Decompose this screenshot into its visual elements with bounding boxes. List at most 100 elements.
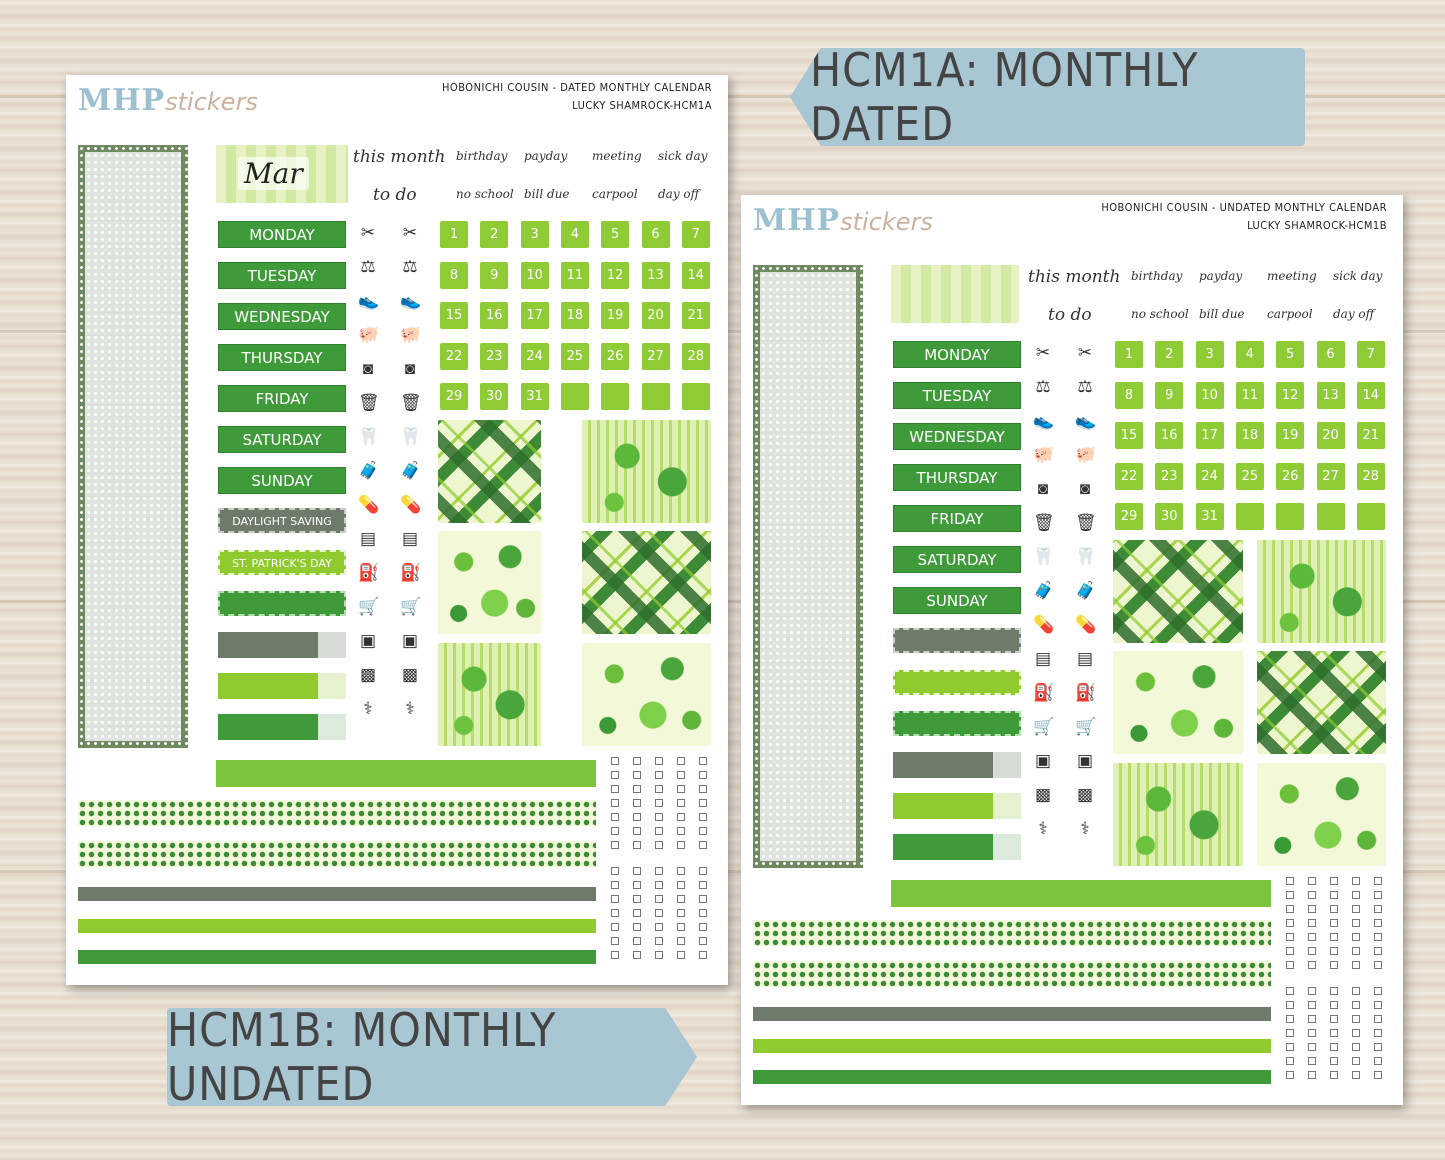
checkbox-sticker (1374, 1001, 1382, 1009)
wallet-icon: ▩ (1034, 785, 1052, 804)
sheet-header: HOBONICHI COUSIN - DATED MONTHLY CALENDA… (312, 79, 712, 115)
date-sticker: 6 (1316, 341, 1345, 368)
checkbox-sticker (677, 771, 685, 779)
document-icon: ▤ (401, 529, 419, 548)
date-sticker: 24 (1195, 462, 1224, 490)
checkbox-sticker (1286, 1015, 1294, 1023)
checkbox-sticker (655, 841, 663, 849)
date-sticker: 12 (601, 261, 630, 289)
checkbox-sticker (1352, 1001, 1360, 1009)
checkbox-sticker (1330, 1057, 1338, 1065)
checkbox-sticker (655, 785, 663, 793)
logo-script: stickers (840, 208, 933, 236)
tooth-icon: 🦷 (1033, 547, 1055, 566)
color-bar-grey (218, 632, 346, 658)
checkbox-sticker (655, 827, 663, 835)
checkbox-sticker (611, 923, 619, 931)
checkbox-sticker (1352, 947, 1360, 955)
date-sticker: 1 (440, 221, 468, 248)
checkbox-sticker (1330, 877, 1338, 885)
word-sticker-meeting: meeting (1267, 269, 1317, 283)
checkbox-sticker (655, 909, 663, 917)
checkbox-sticker (1286, 891, 1294, 899)
checkbox-sticker (699, 757, 707, 765)
shopping-cart-icon: 🛒 (1033, 717, 1055, 736)
date-sticker: 18 (1235, 422, 1264, 450)
washi-grey (78, 887, 596, 901)
checkbox-sticker (677, 785, 685, 793)
color-bar-green (218, 714, 346, 740)
vertical-sidebar-strip (753, 265, 863, 868)
checkbox-sticker (633, 895, 641, 903)
date-sticker: 22 (440, 342, 468, 370)
word-sticker-day-off: day off (1333, 307, 1375, 321)
word-sticker-payday: payday (524, 149, 568, 163)
checkbox-sticker (1352, 1015, 1360, 1023)
stethoscope-icon: ⚕ (1038, 819, 1048, 838)
date-sticker: 10 (1195, 381, 1224, 409)
date-sticker: 25 (560, 342, 589, 370)
checkbox-sticker (1352, 987, 1360, 995)
date-sticker: 23 (1155, 462, 1184, 490)
blank-date-sticker (1316, 503, 1345, 531)
checkbox-sticker (699, 827, 707, 835)
scale-icon: ▣ (1034, 751, 1052, 770)
checkbox-sticker (1308, 961, 1316, 969)
checkbox-sticker (699, 937, 707, 945)
salon-tools-icon: ✂ (402, 223, 418, 242)
luggage-icon: 🧳 (1033, 581, 1055, 600)
checkbox-sticker (633, 937, 641, 945)
checkbox-sticker (655, 867, 663, 875)
date-sticker: 14 (681, 261, 710, 289)
checkbox-sticker (677, 799, 685, 807)
sticker-sheet-undated: MHPstickers HOBONICHI COUSIN - UNDATED M… (741, 195, 1403, 1105)
date-sticker: 27 (1316, 462, 1345, 490)
checkbox-sticker (611, 895, 619, 903)
checkbox-sticker (1374, 877, 1382, 885)
tooth-icon: 🦷 (358, 427, 380, 446)
weekday-sticker-monday: MONDAY (218, 221, 346, 248)
sneaker-icon: 👟 (1075, 411, 1097, 430)
date-sticker: 22 (1115, 462, 1143, 490)
checkbox-sticker (1352, 1057, 1360, 1065)
blank-date-sticker (601, 383, 630, 411)
checkbox-sticker (1286, 1057, 1294, 1065)
checkbox-sticker (1286, 933, 1294, 941)
clover-stripe-sticker (582, 420, 711, 523)
medicine-icon: 💊 (358, 495, 380, 514)
word-sticker-no-school: no school (1131, 307, 1189, 321)
checkbox-sticker (677, 881, 685, 889)
sneaker-icon: 👟 (1033, 411, 1055, 430)
luggage-icon: 🧳 (1075, 581, 1097, 600)
plaid-pattern-sticker (1257, 651, 1386, 754)
word-sticker-carpool: carpool (1267, 307, 1313, 321)
checkbox-sticker (1286, 1043, 1294, 1051)
date-sticker: 13 (1316, 381, 1345, 409)
date-sticker: 14 (1356, 381, 1385, 409)
checkbox-sticker (699, 867, 707, 875)
wallet-icon: ▩ (401, 665, 419, 684)
word-sticker-day-off: day off (658, 187, 700, 201)
date-sticker: 26 (1276, 462, 1305, 490)
washi-grey (753, 1007, 1271, 1021)
checkbox-sticker (699, 909, 707, 917)
plaid-pattern-sticker (1113, 540, 1243, 643)
checkbox-sticker (1374, 947, 1382, 955)
dumbbell-icon: ⚖ (1035, 377, 1051, 396)
checkbox-sticker (655, 771, 663, 779)
label-dated-text: HCM1A: MONTHLY DATED (810, 43, 1199, 151)
medicine-icon: 💊 (1075, 615, 1097, 634)
date-sticker: 9 (1155, 381, 1184, 409)
checkbox-sticker (1374, 919, 1382, 927)
gas-pump-icon: ⛽ (358, 563, 380, 582)
checkbox-sticker (1330, 1029, 1338, 1037)
date-sticker: 4 (560, 221, 589, 248)
checkbox-sticker (655, 813, 663, 821)
checkbox-sticker (633, 827, 641, 835)
checkbox-sticker (677, 909, 685, 917)
checkbox-sticker (1374, 1029, 1382, 1037)
checkbox-sticker (1286, 987, 1294, 995)
checkbox-sticker (1374, 1015, 1382, 1023)
checkbox-sticker (633, 951, 641, 959)
dumbbell-icon: ⚖ (402, 257, 418, 276)
